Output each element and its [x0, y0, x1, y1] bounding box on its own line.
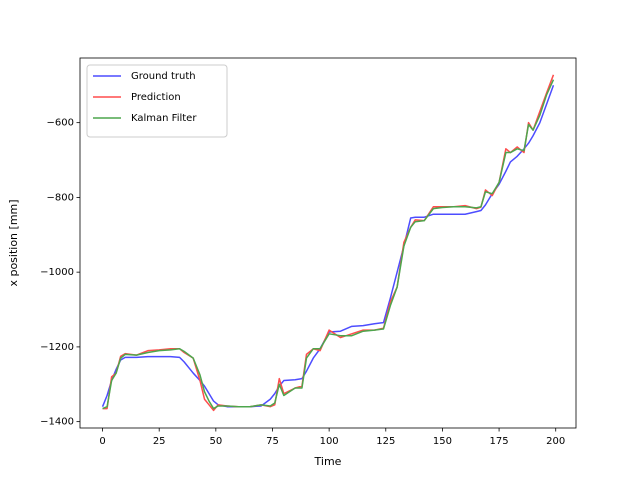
x-tick-label: 175: [490, 436, 509, 447]
x-tick-label: 0: [99, 436, 105, 447]
x-tick-label: 125: [376, 436, 395, 447]
series-line: [102, 79, 555, 410]
x-tick-label: 150: [433, 436, 452, 447]
y-axis-label: x position [mm]: [7, 199, 20, 286]
x-tick-label: 100: [320, 436, 339, 447]
x-axis-label: Time: [314, 455, 342, 468]
legend-box: [86, 64, 228, 138]
x-tick-label: 200: [546, 436, 565, 447]
legend-label: Kalman Filter: [131, 113, 197, 124]
legend-label: Prediction: [131, 92, 181, 103]
y-tick-label: −1000: [40, 267, 74, 278]
y-tick-label: −800: [47, 192, 74, 203]
y-tick-label: −1200: [40, 342, 74, 353]
x-tick-label: 25: [153, 436, 166, 447]
plot-frame: [79, 57, 577, 429]
legend-label: Ground truth: [131, 71, 196, 82]
y-tick-label: −600: [47, 118, 74, 129]
x-tick-label: 50: [209, 436, 222, 447]
x-tick-label: 75: [266, 436, 279, 447]
y-tick-label: −1400: [40, 417, 74, 428]
